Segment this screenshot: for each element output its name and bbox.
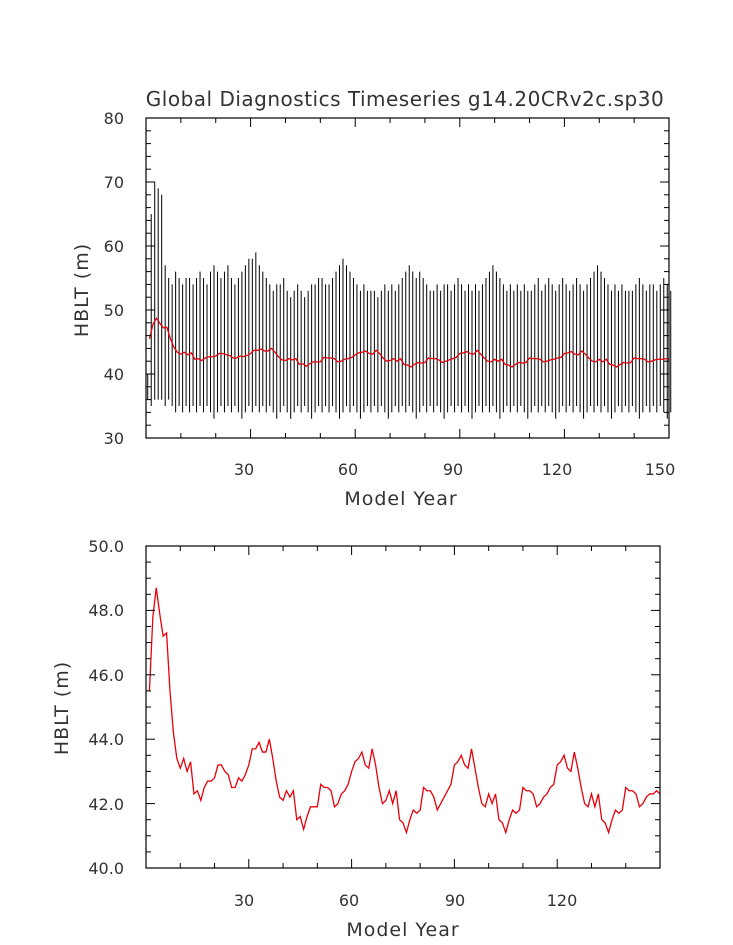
y-tick-label: 42.0 bbox=[88, 795, 124, 814]
y-tick-label: 48.0 bbox=[88, 601, 124, 620]
x-tick-label: 150 bbox=[645, 460, 676, 479]
top-monthly-series bbox=[147, 182, 672, 419]
top-y-tick-labels: 30 40 50 60 70 80 bbox=[104, 109, 124, 448]
y-tick-label: 40 bbox=[104, 365, 124, 384]
x-tick-label: 60 bbox=[339, 891, 359, 910]
top-annual-mean-line bbox=[148, 317, 670, 368]
x-tick-label: 120 bbox=[542, 460, 573, 479]
x-tick-label: 30 bbox=[234, 891, 254, 910]
y-tick-label: 50.0 bbox=[88, 537, 124, 556]
y-tick-label: 80 bbox=[104, 109, 124, 128]
y-tick-label: 46.0 bbox=[88, 666, 124, 685]
bottom-y-tick-labels: 40.0 42.0 44.0 46.0 48.0 50.0 bbox=[88, 537, 124, 878]
top-x-axis-label: Model Year bbox=[344, 488, 457, 510]
top-chart: Global Diagnostics Timeseries g14.20CRv2… bbox=[71, 87, 675, 510]
top-x-tick-labels: 30 60 90 120 150 bbox=[234, 460, 675, 479]
x-tick-label: 90 bbox=[445, 891, 465, 910]
x-tick-label: 60 bbox=[338, 460, 358, 479]
bottom-x-tick-labels: 30 60 90 120 bbox=[234, 891, 577, 910]
y-tick-label: 70 bbox=[104, 173, 124, 192]
top-tick-marks bbox=[146, 117, 670, 439]
top-y-axis-label: HBLT (m) bbox=[71, 243, 93, 337]
y-tick-label: 60 bbox=[104, 237, 124, 256]
y-tick-label: 30 bbox=[104, 429, 124, 448]
bottom-chart: 40.0 42.0 44.0 46.0 48.0 50.0 30 60 90 1… bbox=[51, 537, 661, 941]
top-chart-title: Global Diagnostics Timeseries g14.20CRv2… bbox=[146, 87, 664, 111]
x-tick-label: 90 bbox=[443, 460, 463, 479]
bottom-x-axis-label: Model Year bbox=[346, 919, 459, 941]
x-tick-label: 120 bbox=[547, 891, 578, 910]
y-tick-label: 44.0 bbox=[88, 730, 124, 749]
bottom-y-axis-label: HBLT (m) bbox=[51, 661, 73, 755]
bottom-plot-frame bbox=[145, 545, 661, 869]
bottom-tick-marks bbox=[146, 545, 661, 869]
bottom-annual-mean-line bbox=[148, 587, 661, 835]
y-tick-label: 40.0 bbox=[88, 859, 124, 878]
x-tick-label: 30 bbox=[234, 460, 254, 479]
y-tick-label: 50 bbox=[104, 301, 124, 320]
top-plot-frame bbox=[145, 117, 670, 439]
